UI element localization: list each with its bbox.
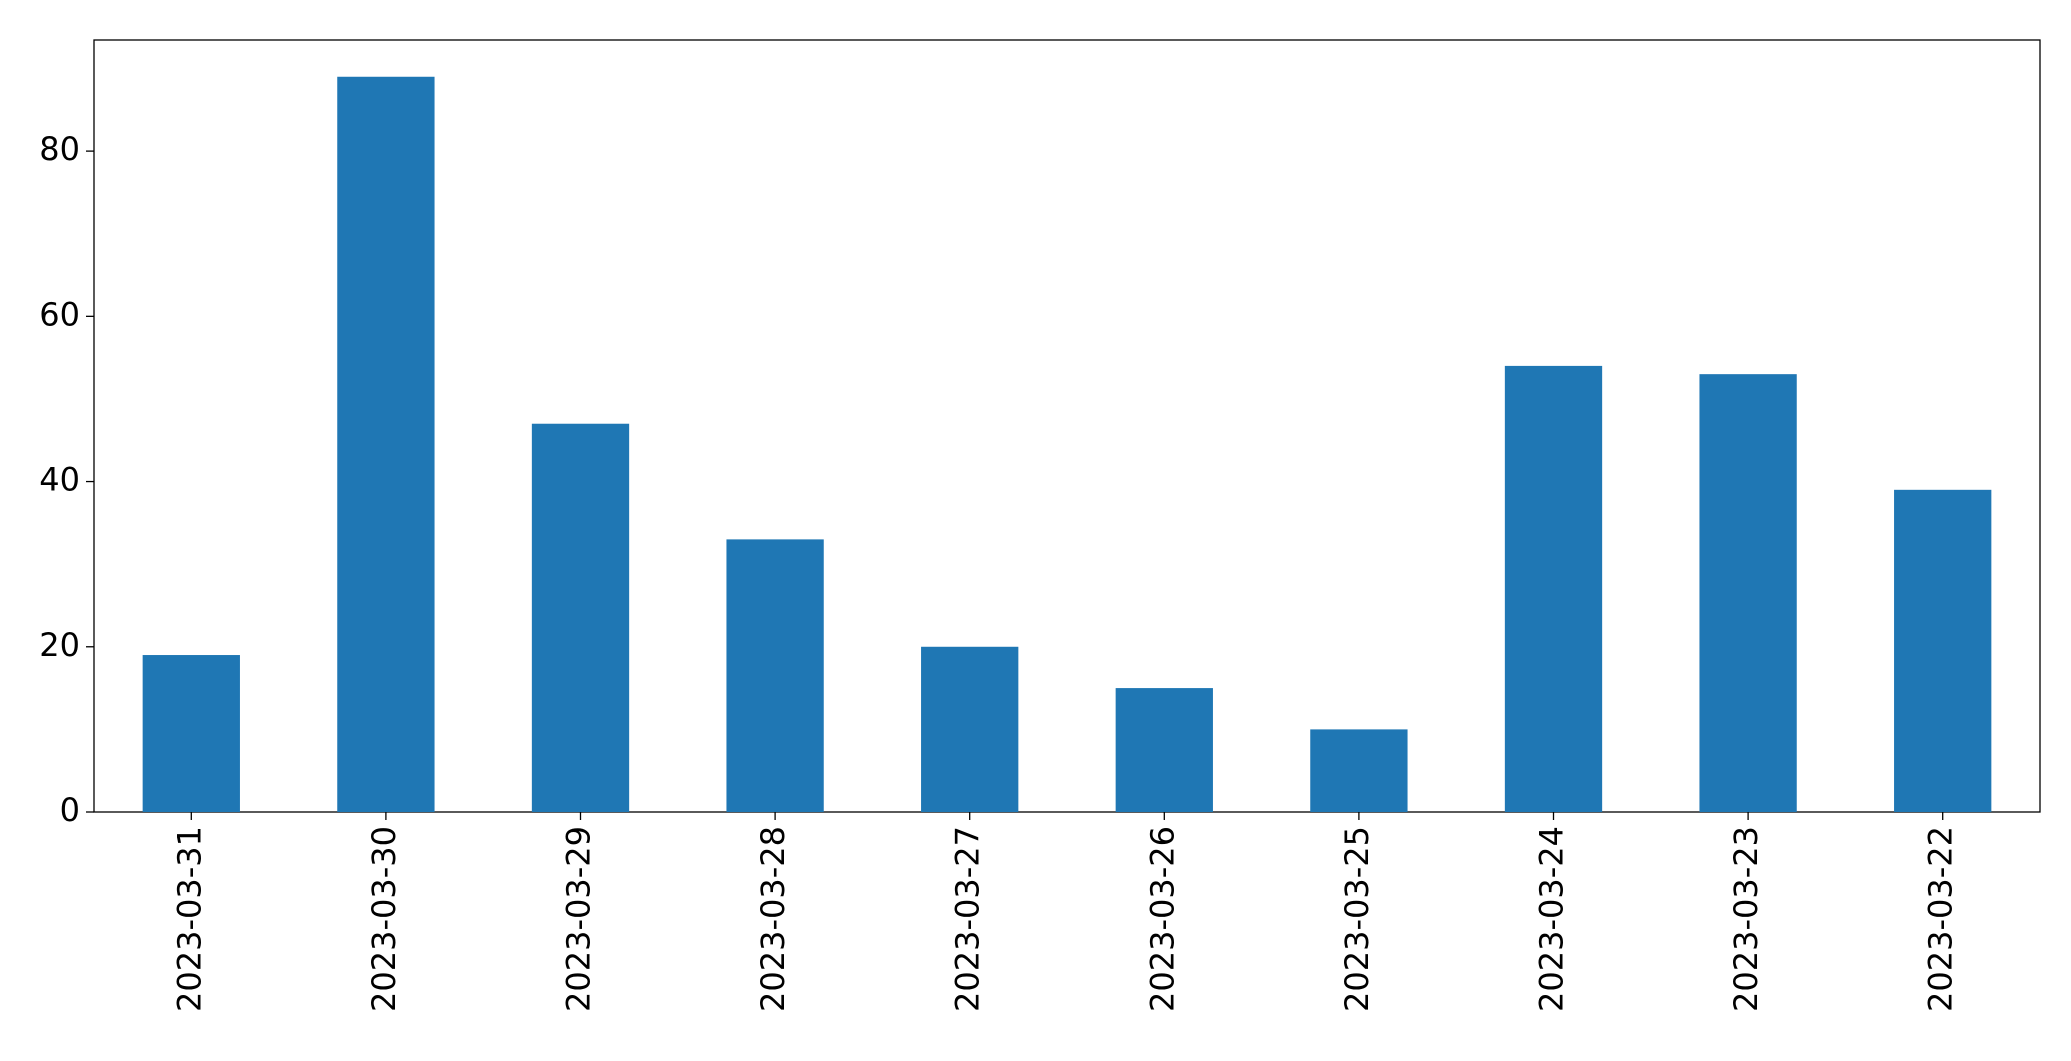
y-tick-label: 20 (39, 626, 80, 664)
bar (1894, 489, 1992, 812)
bar (1504, 365, 1603, 812)
bar (1115, 688, 1213, 812)
y-tick-label: 80 (39, 130, 80, 168)
x-tick-label: 2023-03-28 (754, 826, 792, 1012)
x-tick-label: 2023-03-23 (1727, 826, 1765, 1012)
y-tick-label: 0 (60, 791, 80, 829)
bar (142, 655, 240, 812)
x-tick-label: 2023-03-22 (1922, 826, 1960, 1012)
bar (1310, 729, 1408, 812)
bar (337, 76, 435, 812)
x-tick-label: 2023-03-31 (170, 826, 208, 1012)
bar (1699, 374, 1797, 812)
bar (726, 539, 824, 812)
x-tick-label: 2023-03-26 (1143, 826, 1181, 1012)
x-tick-label: 2023-03-29 (560, 826, 598, 1012)
bar (531, 423, 630, 812)
plot-frame (93, 39, 2041, 813)
y-tick-label: 40 (39, 461, 80, 499)
x-tick-label: 2023-03-25 (1338, 826, 1376, 1012)
x-tick-label: 2023-03-27 (949, 826, 987, 1012)
y-tick-label: 60 (39, 295, 80, 333)
x-tick-label: 2023-03-24 (1533, 826, 1571, 1012)
bar (921, 646, 1019, 812)
x-tick-label: 2023-03-30 (365, 826, 403, 1012)
